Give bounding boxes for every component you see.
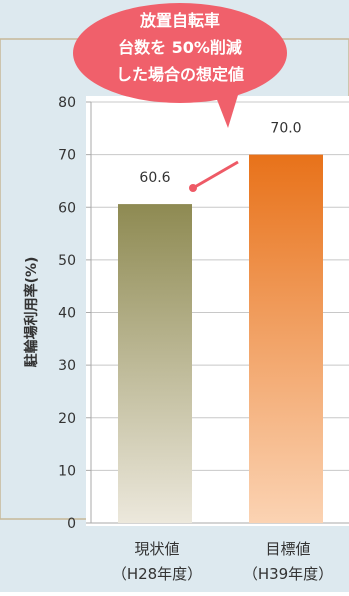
callout-dot	[189, 184, 197, 192]
y-tick-label: 80	[58, 95, 76, 111]
callout-text: 放置自転車台数を 50%削減した場合の想定値	[116, 11, 244, 84]
y-tick-label: 0	[67, 516, 76, 532]
y-tick-label: 40	[58, 306, 76, 322]
y-tick-label: 50	[58, 253, 76, 269]
y-tick-label: 30	[58, 358, 76, 374]
y-axis-label: 駐輪場利用率(%)	[23, 257, 40, 368]
data-label: 60.6	[139, 170, 170, 186]
y-tick-label: 70	[58, 148, 76, 164]
y-tick-label: 10	[58, 463, 76, 479]
x-category-label: （H28年度）	[112, 565, 202, 583]
data-label: 70.0	[270, 121, 301, 137]
callout-tail	[214, 92, 238, 128]
value-labels: 60.6 70.0	[139, 121, 301, 186]
y-tick-labels: 0 10 20 30 40 50 60 70 80	[58, 95, 91, 532]
y-tick-label: 20	[58, 411, 76, 427]
y-tick-label: 60	[58, 200, 76, 216]
callout-bubble: 放置自転車台数を 50%削減した場合の想定値	[73, 3, 287, 128]
callout-ellipse	[73, 3, 287, 103]
x-category-label: 目標値	[265, 540, 310, 558]
callout-text-line: 放置自転車	[139, 11, 220, 30]
bar-target	[249, 154, 323, 523]
callout-connector	[192, 160, 239, 190]
callout-text-line: した場合の想定値	[116, 65, 244, 84]
x-category-label: 現状値	[134, 540, 179, 558]
callout-text-line: 台数を 50%削減	[118, 38, 242, 57]
category-labels: 現状値 （H28年度） 目標値 （H39年度）	[112, 540, 333, 583]
x-category-label: （H39年度）	[243, 565, 333, 583]
bars	[118, 154, 323, 523]
bar-current	[118, 204, 192, 523]
